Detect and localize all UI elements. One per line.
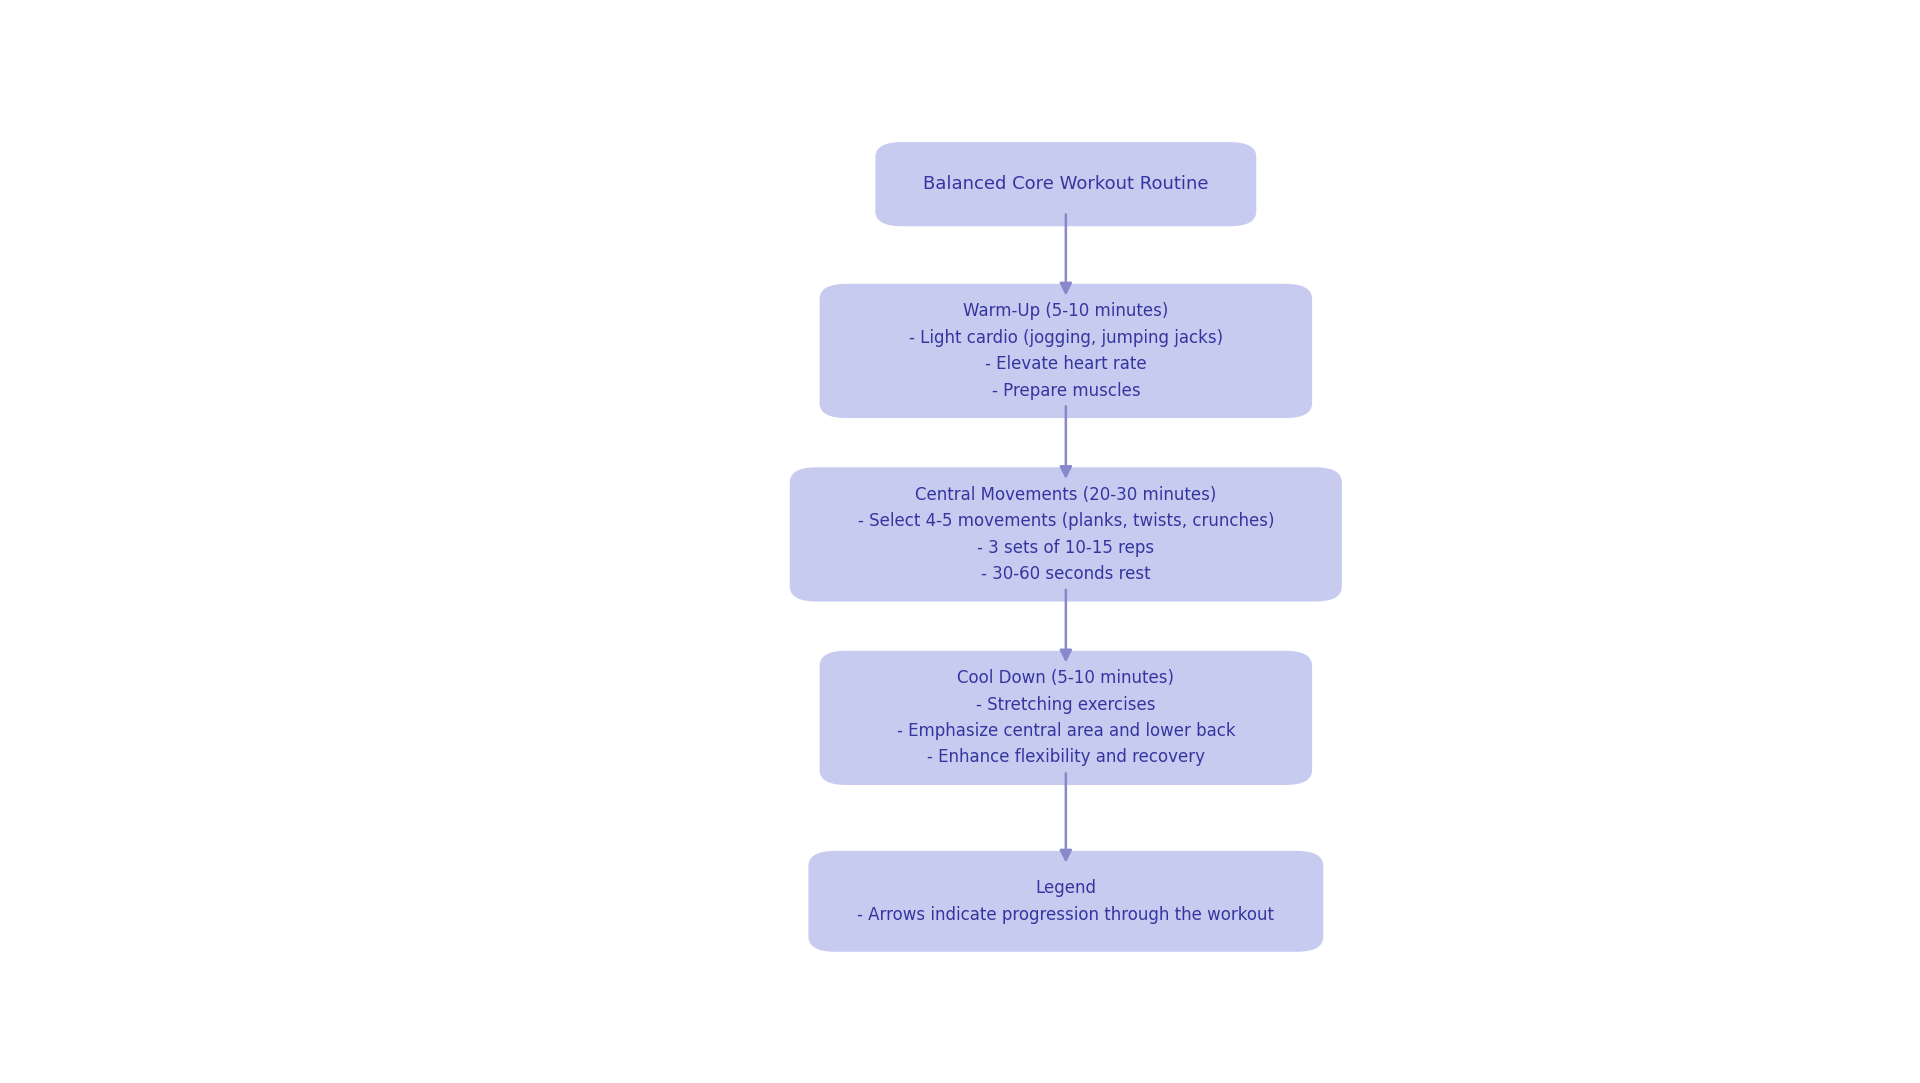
FancyBboxPatch shape (876, 142, 1256, 226)
Text: Cool Down (5-10 minutes)
- Stretching exercises
- Emphasize central area and low: Cool Down (5-10 minutes) - Stretching ex… (897, 669, 1235, 767)
FancyBboxPatch shape (820, 284, 1311, 418)
Text: Warm-Up (5-10 minutes)
- Light cardio (jogging, jumping jacks)
- Elevate heart r: Warm-Up (5-10 minutes) - Light cardio (j… (908, 302, 1223, 400)
FancyBboxPatch shape (808, 851, 1323, 952)
FancyBboxPatch shape (820, 651, 1311, 785)
Text: Legend
- Arrows indicate progression through the workout: Legend - Arrows indicate progression thr… (858, 879, 1275, 924)
Text: Balanced Core Workout Routine: Balanced Core Workout Routine (924, 175, 1208, 193)
Text: Central Movements (20-30 minutes)
- Select 4-5 movements (planks, twists, crunch: Central Movements (20-30 minutes) - Sele… (858, 486, 1275, 583)
FancyBboxPatch shape (789, 467, 1342, 601)
